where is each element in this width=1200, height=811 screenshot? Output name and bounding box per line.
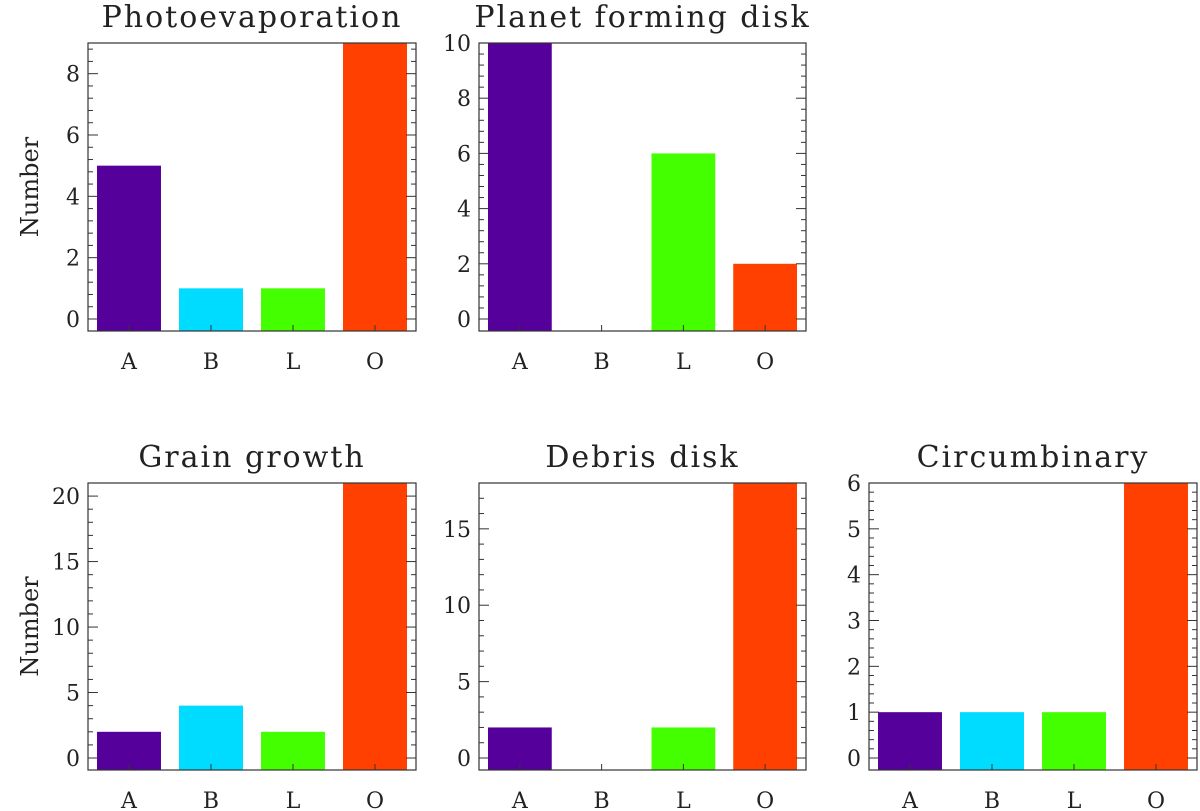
y-tick-label: 20 [52,485,80,510]
x-tick-label-l: L [676,350,691,375]
y-tick-label: 4 [847,564,861,589]
bar-l [651,153,716,331]
plot-frame [87,482,417,771]
x-tick-label-b: B [203,350,219,375]
chart-panel-2: 0 2 4 6 8 10 A B L O Planet forming disk [443,0,810,375]
plot-frame [87,42,417,332]
y-tick-label: 8 [457,87,471,112]
x-tick-label-o: O [1147,789,1165,811]
y-tick-label: 5 [457,671,471,696]
x-tick-label-l: L [1067,789,1082,811]
bar-l [1042,712,1106,770]
chart-panel-4: 0 5 10 15 A B L O Debris disk [443,440,807,811]
bar-o [733,483,798,770]
y-tick-label: 10 [443,32,471,57]
y-tick-label: 5 [847,518,861,543]
y-tick-label: 2 [847,655,861,680]
y-tick-label: 0 [457,308,471,333]
plot-frame [478,482,807,771]
y-tick-label: 10 [52,616,80,641]
chart-title: Debris disk [545,440,739,475]
x-tick-label-l: L [286,350,301,375]
x-tick-label-l: L [286,789,301,811]
y-tick-label: 2 [66,247,80,272]
y-tick-label: 6 [847,472,861,497]
chart-title: Grain growth [138,440,365,475]
y-tick-label: 15 [443,518,471,543]
x-tick-label-o: O [366,789,384,811]
bar-b [179,705,243,770]
bar-o [1124,483,1188,770]
bar-a [878,712,942,770]
x-tick-label-a: A [120,350,138,375]
x-tick-label-b: B [984,789,1000,811]
x-tick-label-l: L [676,789,691,811]
bar-b [179,288,243,331]
x-tick-label-o: O [756,789,774,811]
bar-b [960,712,1024,770]
x-tick-label-a: A [901,789,919,811]
bar-a [97,165,161,331]
y-tick-label: 15 [52,551,80,576]
y-tick-label: 6 [457,142,471,167]
y-axis-label: Number [16,576,44,677]
bar-l [261,731,325,770]
y-tick-label: 0 [66,747,80,772]
x-tick-label-b: B [203,789,219,811]
chart-title: Photoevaporation [102,0,403,35]
y-tick-label: 2 [457,253,471,278]
bar-l [261,288,325,331]
bar-l [651,727,716,770]
y-tick-label: 4 [457,198,471,223]
x-tick-label-b: B [594,789,610,811]
x-tick-label-o: O [756,350,774,375]
bar-o [733,263,798,331]
x-tick-label-b: B [594,350,610,375]
x-tick-label-a: A [511,789,529,811]
chart-panel-3: 0 5 10 15 20 A B L O Grain growth Number [16,440,417,811]
y-tick-label: 10 [443,594,471,619]
y-tick-label: 6 [66,124,80,149]
x-tick-label-a: A [120,789,138,811]
y-tick-label: 8 [66,63,80,88]
y-tick-label: 0 [457,747,471,772]
y-tick-label: 3 [847,610,861,635]
y-axis-label: Number [16,136,44,237]
y-tick-label: 0 [66,308,80,333]
y-tick-label: 4 [66,185,80,210]
bar-a [487,727,552,770]
y-tick-label: 5 [66,682,80,707]
y-tick-label: 0 [847,747,861,772]
chart-title: Circumbinary [917,440,1150,475]
y-tick-label: 1 [847,701,861,726]
bar-a [97,731,161,770]
chart-panel-1: 0 2 4 6 8 A B L O Photoevaporation Number [16,0,417,375]
chart-panel-5: 0 1 2 3 4 5 6 A B L O Circumbinary [847,440,1198,811]
plot-frame [868,482,1198,771]
x-tick-label-a: A [511,350,529,375]
x-tick-label-o: O [366,350,384,375]
chart-title: Planet forming disk [474,0,810,35]
bar-o [343,43,407,331]
bar-a [487,43,552,331]
bar-o [343,483,407,770]
